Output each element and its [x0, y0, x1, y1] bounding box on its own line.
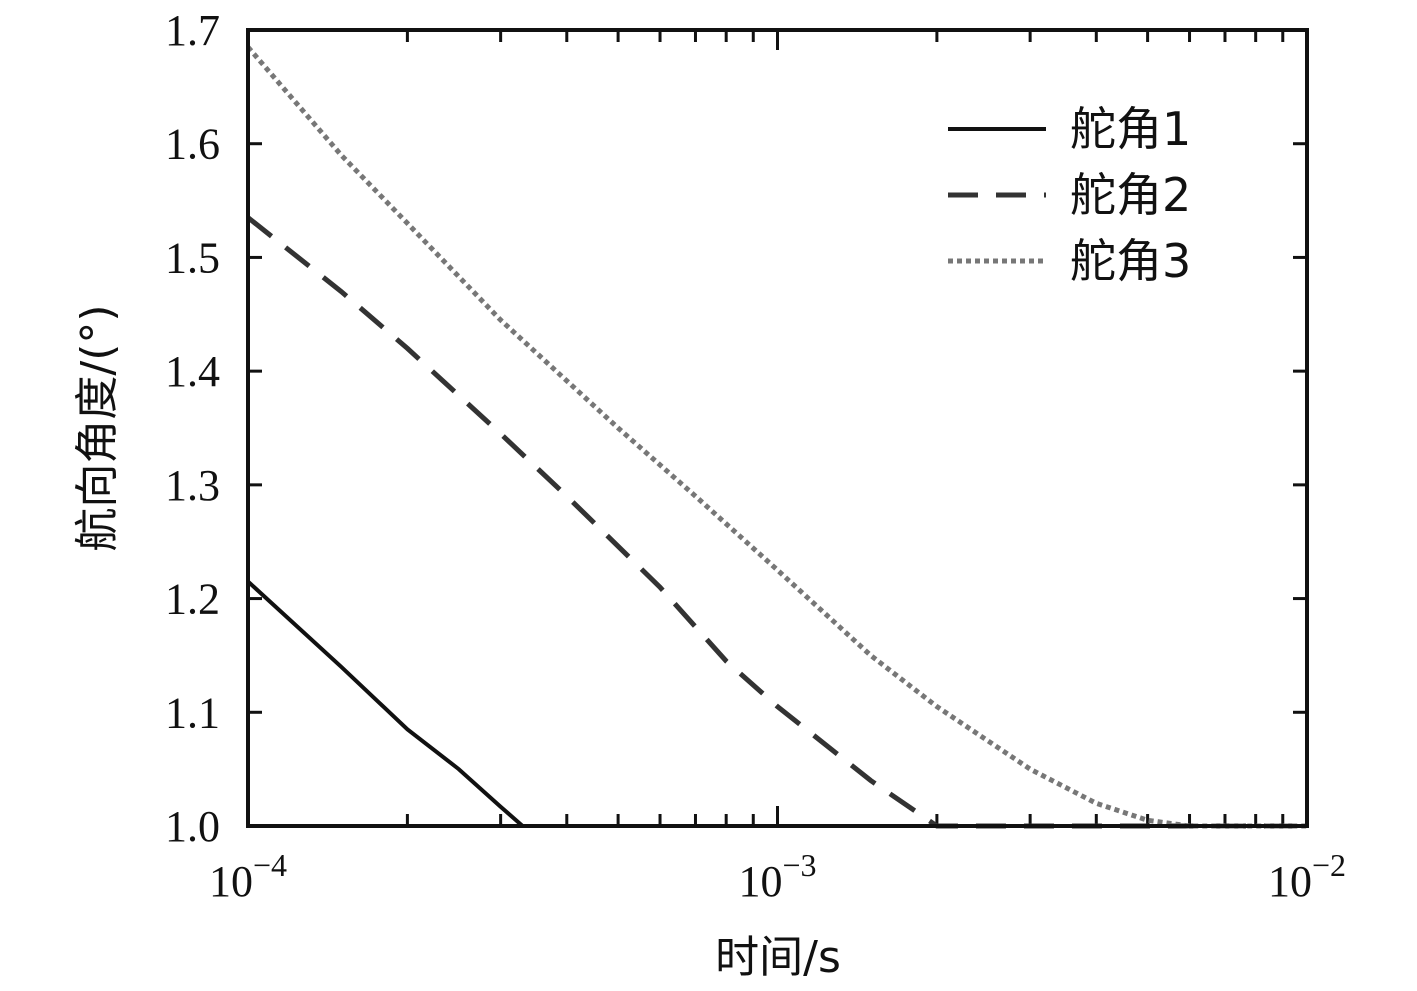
y-tick-label: 1.5: [165, 233, 220, 282]
legend-label-2: 舵角2: [1070, 168, 1191, 222]
series-layer: [246, 45, 1307, 829]
y-tick-label: 1.6: [165, 120, 220, 169]
series-line-1: [246, 580, 1307, 828]
x-tick-label: 10−3: [738, 847, 816, 906]
x-tick-labels: 10−4 10−3 10−2: [209, 847, 1346, 906]
y-tick-label: 1.2: [165, 575, 220, 624]
legend-label-3: 舵角3: [1070, 234, 1191, 288]
y-tick-label: 1.0: [165, 802, 220, 851]
series-line-2: [246, 215, 1307, 829]
y-tick-labels: 1.0 1.1 1.2 1.3 1.4 1.5 1.6 1.7: [165, 6, 220, 851]
x-tick-label: 10−4: [209, 847, 287, 906]
plot-frame: [246, 28, 1309, 828]
x-tick-label: 10−2: [1268, 847, 1346, 906]
y-axis-label: 航向角度/(°): [72, 304, 123, 551]
legend-label-1: 舵角1: [1070, 102, 1191, 156]
y-tick-label: 1.3: [165, 461, 220, 510]
legend: 舵角1 舵角2 舵角3: [948, 102, 1191, 288]
y-tick-label: 1.1: [165, 688, 220, 737]
x-axis-label: 时间/s: [715, 932, 841, 983]
y-tick-label: 1.4: [165, 347, 220, 396]
y-tick-label: 1.7: [165, 6, 220, 55]
